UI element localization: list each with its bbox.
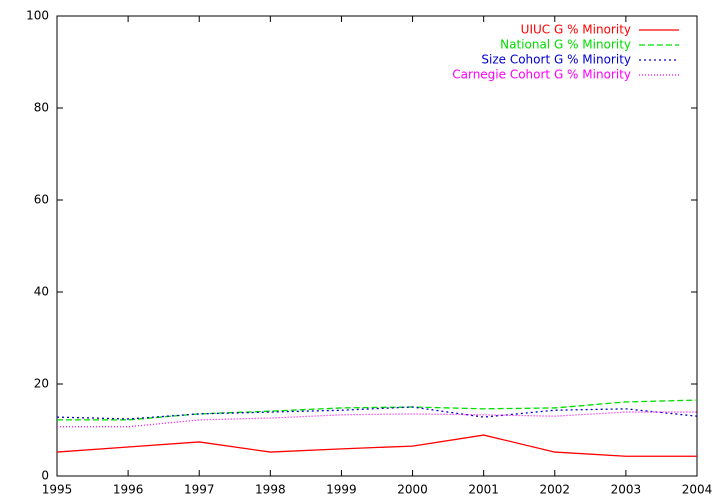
y-tick-label: 80 (34, 101, 49, 115)
series-line (57, 399, 698, 421)
x-tick-label: 1997 (184, 483, 215, 497)
legend-label: UIUC G % Minority (521, 23, 631, 37)
legend-label: National G % Minority (500, 38, 631, 52)
x-tick-label: 1995 (42, 483, 73, 497)
legend-label: Carnegie Cohort G % Minority (452, 68, 631, 82)
x-tick-label: 2004 (682, 483, 713, 497)
y-tick-label: 40 (34, 285, 49, 299)
x-tick-label: 2001 (468, 483, 499, 497)
plot-frame (56, 15, 698, 477)
x-tick-label: 1999 (326, 483, 357, 497)
y-tick-label: 20 (34, 377, 49, 391)
x-tick-label: 2002 (540, 483, 571, 497)
x-tick-label: 1996 (113, 483, 144, 497)
series-line (57, 411, 697, 428)
series-line (56, 406, 698, 420)
legend-label: Size Cohort G % Minority (481, 53, 631, 67)
x-tick-label: 1998 (255, 483, 286, 497)
y-tick-label: 100 (26, 9, 49, 23)
x-tick-label: 2003 (611, 483, 642, 497)
x-tick-label: 2000 (397, 483, 428, 497)
series-line (56, 434, 697, 457)
y-tick-label: 0 (41, 469, 49, 483)
y-tick-label: 60 (34, 193, 49, 207)
